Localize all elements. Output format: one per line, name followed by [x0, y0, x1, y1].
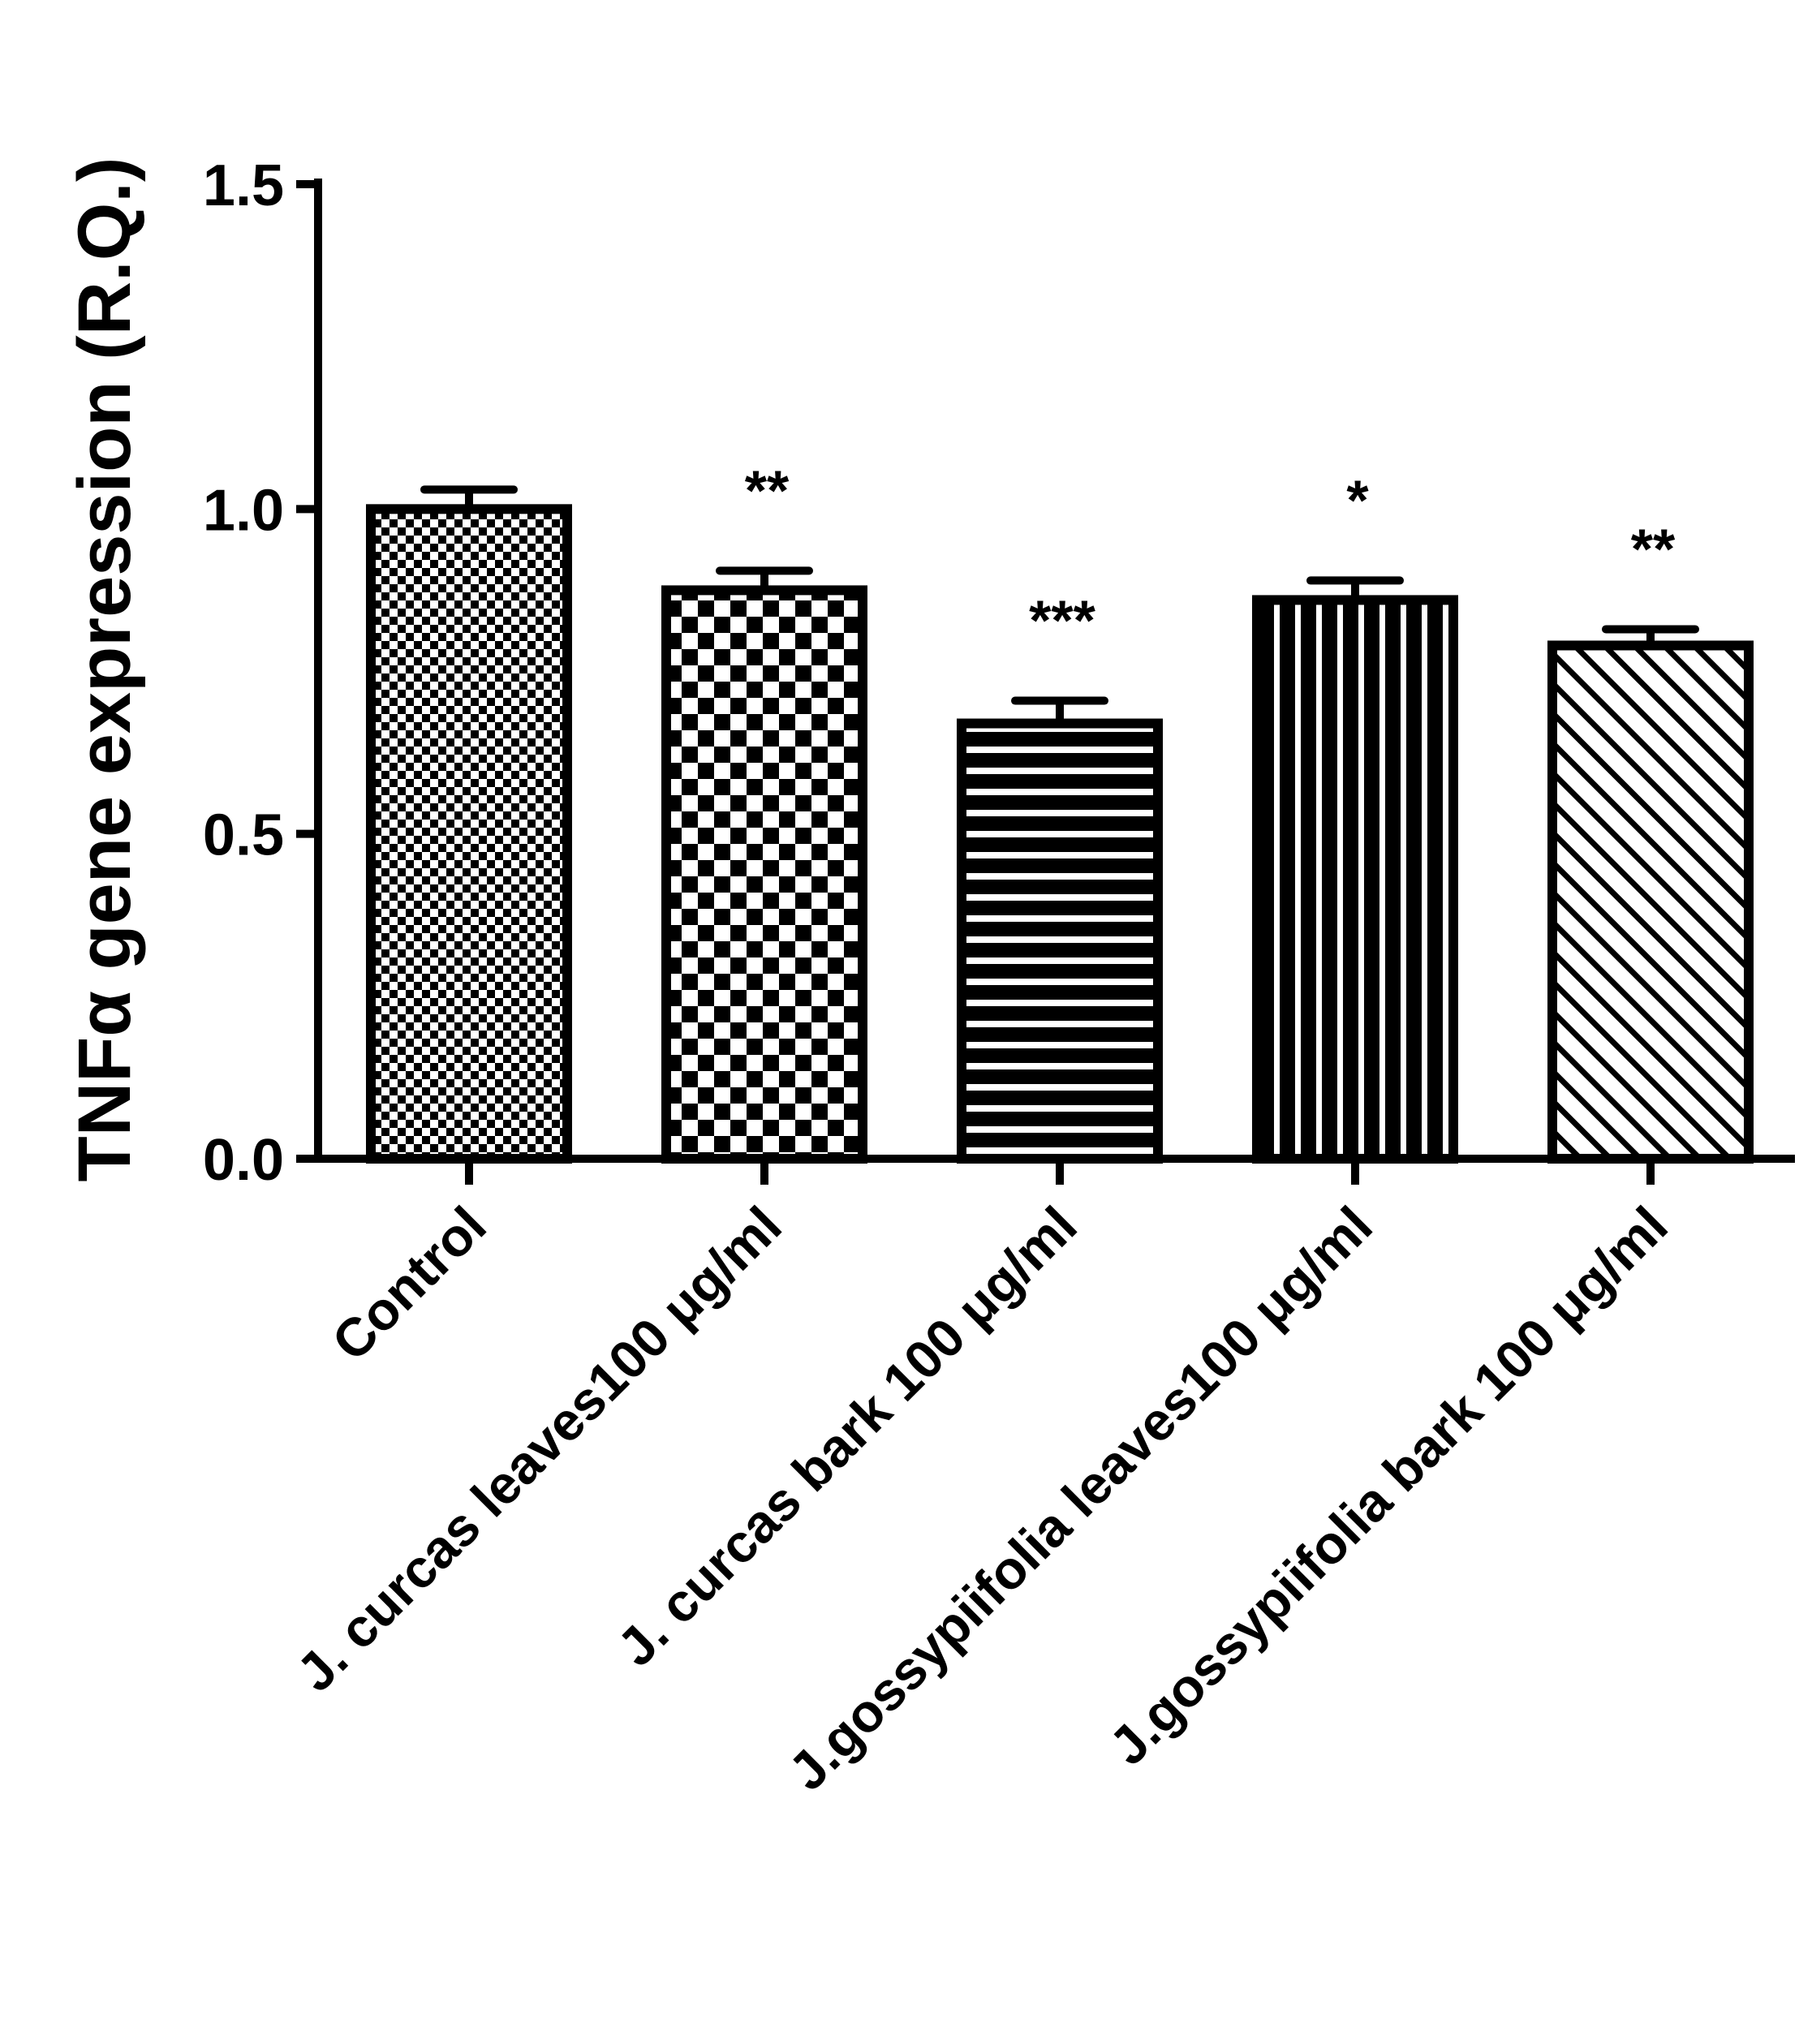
significance-label: ***: [1029, 589, 1095, 652]
bar-5: [1547, 640, 1754, 1164]
y-ticks: 0.0 0.5 1.0 1.5: [203, 153, 318, 1193]
y-tick-label: 1.0: [203, 478, 284, 543]
x-tick-label: J.gossypiifolia bark 100 μg/ml: [1098, 1195, 1679, 1776]
x-tick-label: J. curcas leaves100 μg/ml: [285, 1195, 793, 1703]
significance-labels: ********: [745, 458, 1676, 652]
bar-1: [366, 504, 572, 1164]
error-bars: [420, 485, 1699, 724]
significance-label: *: [1346, 468, 1369, 531]
significance-label: **: [745, 458, 790, 522]
bar-4: [1252, 595, 1458, 1164]
y-tick-label: 0.5: [203, 803, 284, 868]
y-tick-label: 1.5: [203, 153, 284, 218]
x-tick-label: J.gossypiifolia leaves100 μg/ml: [777, 1195, 1384, 1802]
significance-label: **: [1631, 517, 1676, 580]
x-tick-label: Control: [321, 1195, 497, 1372]
bar-3: [957, 718, 1163, 1164]
bar-2: [661, 585, 867, 1164]
bars: [366, 504, 1754, 1164]
y-axis-label: TNFα gene expression (R.Q.): [63, 157, 146, 1182]
y-tick-label: 0.0: [203, 1128, 284, 1193]
